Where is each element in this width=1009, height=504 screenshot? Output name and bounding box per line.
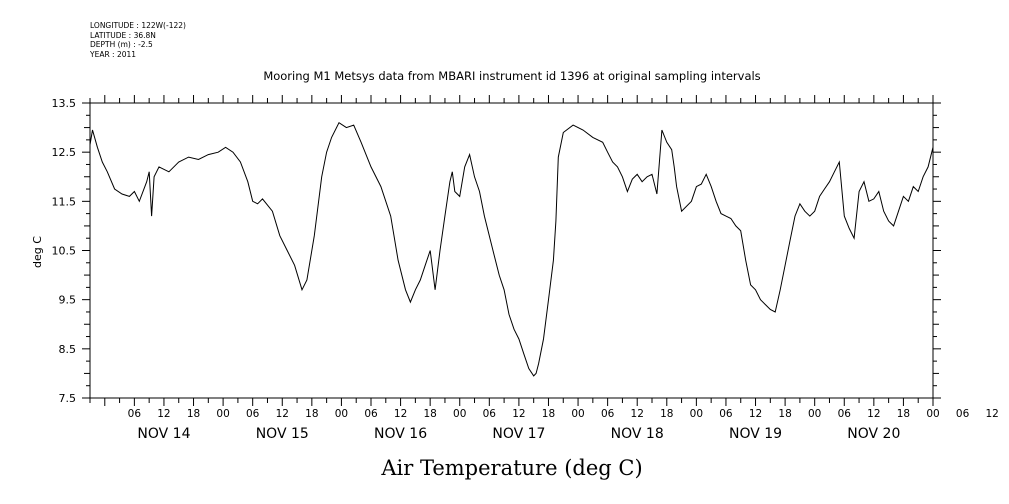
day-label: NOV 20: [847, 426, 900, 442]
station-info: LONGITUDE : 122W(-122) LATITUDE : 36.8N …: [90, 21, 186, 59]
hour-tick-label: 06: [483, 408, 497, 420]
year-label: YEAR : 2011: [90, 49, 137, 59]
hour-tick-label: 00: [690, 408, 703, 420]
y-tick-label: 13.5: [52, 97, 77, 110]
hour-tick-label: 00: [216, 408, 229, 420]
depth-label: DEPTH (m) : -2.5: [90, 40, 153, 49]
hour-tick-label: 06: [128, 408, 142, 420]
y-tick-label: 9.5: [59, 294, 77, 307]
hour-tick-label: 12: [157, 408, 170, 420]
y-tick-labels: 7.5 8.5 9.5 10.5 11.5 12.5 13.5: [52, 97, 77, 405]
hour-tick-label: 12: [631, 408, 644, 420]
hour-tick-label: 12: [749, 408, 762, 420]
hour-tick-label: 06: [601, 408, 615, 420]
y-tick-label: 12.5: [52, 146, 77, 159]
hour-tick-label: 12: [512, 408, 525, 420]
series-line: [89, 121, 934, 377]
hour-tick-label: 06: [246, 408, 260, 420]
hour-tick-label: 06: [719, 408, 733, 420]
day-labels: NOV 14 NOV 15 NOV 16 NOV 17 NOV 18 NOV 19 NOV …: [137, 426, 900, 442]
hour-tick-label: 18: [423, 408, 436, 420]
hour-tick-label: 00: [926, 408, 939, 420]
hour-tick-label: 18: [187, 408, 200, 420]
hour-tick-labels: 06 12 18 00 06 12 18 00 06 12 18 00 06 12 18 00 06 12 18 00…: [128, 408, 999, 420]
y-tick-label: 7.5: [59, 392, 77, 405]
latitude-label: LATITUDE : 36.8N: [90, 30, 156, 40]
hour-tick-label: 06: [956, 408, 970, 420]
day-label: NOV 19: [729, 426, 782, 442]
y-axis-label: deg C: [31, 236, 44, 268]
day-label: NOV 18: [611, 426, 664, 442]
day-label: NOV 15: [256, 426, 309, 442]
day-label: NOV 16: [374, 426, 427, 442]
y-tick-label: 8.5: [59, 343, 77, 356]
y-tick-label: 11.5: [52, 195, 77, 208]
day-label: NOV 14: [137, 426, 190, 442]
hour-tick-label: 06: [364, 408, 378, 420]
hour-tick-label: 18: [305, 408, 318, 420]
plot-frame: [89, 102, 934, 399]
day-label: NOV 17: [492, 426, 545, 442]
hour-tick-label: 18: [778, 408, 791, 420]
hour-tick-label: 00: [335, 408, 348, 420]
hour-tick-label: 00: [453, 408, 466, 420]
hour-tick-label: 12: [276, 408, 289, 420]
chart-title: Mooring M1 Metsys data from MBARI instru…: [263, 69, 760, 83]
hour-tick-label: 12: [985, 408, 998, 420]
hour-tick-label: 18: [660, 408, 673, 420]
longitude-label: LONGITUDE : 122W(-122): [90, 21, 186, 30]
hour-tick-label: 18: [897, 408, 910, 420]
hour-tick-label: 18: [542, 408, 555, 420]
variable-title: Air Temperature (deg C): [380, 456, 642, 480]
hour-tick-label: 12: [394, 408, 407, 420]
y-tick-label: 10.5: [52, 245, 77, 258]
hour-tick-label: 00: [808, 408, 821, 420]
hour-tick-label: 12: [867, 408, 880, 420]
axis-ticks: [82, 95, 941, 406]
hour-tick-label: 06: [838, 408, 852, 420]
hour-tick-label: 00: [571, 408, 584, 420]
